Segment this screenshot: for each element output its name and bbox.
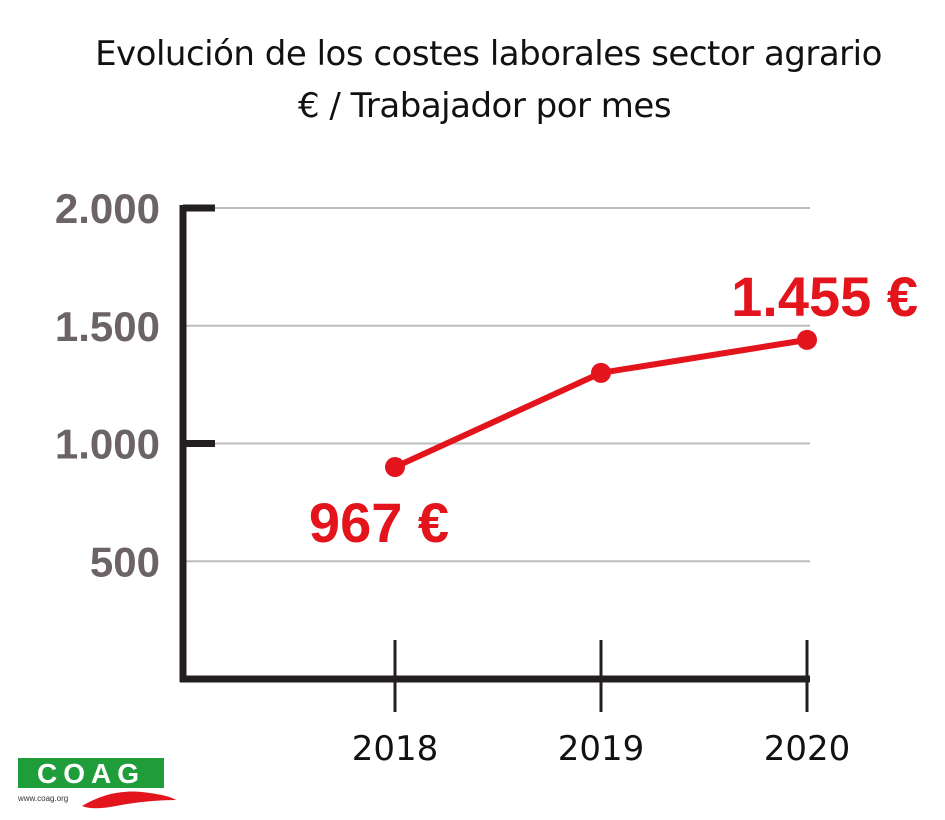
logo-red-swoosh	[82, 791, 176, 809]
y-tick-label: 2.000	[55, 185, 160, 232]
chart-title: Evolución de los costes laborales sector…	[95, 34, 882, 74]
y-tick-labels: 500 1.000 1.500 2.000	[55, 185, 160, 585]
series-line	[385, 329, 817, 478]
y-tick-label: 500	[90, 538, 160, 585]
x-tick-label: 2020	[764, 729, 851, 769]
data-point	[797, 329, 817, 350]
value-label: 1.455 €	[731, 265, 918, 328]
y-tick-label: 1.000	[55, 421, 160, 468]
series-line-path	[393, 336, 808, 470]
data-point	[385, 457, 405, 478]
x-tick-label: 2019	[558, 729, 645, 769]
logo-green-band	[18, 758, 164, 788]
data-point	[591, 362, 611, 383]
value-label: 967 €	[309, 491, 449, 554]
grid-lines	[183, 207, 810, 563]
chart-subtitle: € / Trabajador por mes	[297, 86, 672, 126]
y-tick-label: 1.500	[55, 303, 160, 350]
logo-text: COAG	[37, 758, 145, 789]
value-annotations: 967 € 1.455 €	[309, 265, 918, 554]
x-tick-labels: 2018 2019 2020	[352, 729, 851, 769]
logo-url: www.coag.org	[18, 794, 68, 803]
x-tick-label: 2018	[352, 729, 439, 769]
coag-logo: COAG www.coag.org	[18, 758, 176, 809]
axes	[179, 204, 810, 712]
